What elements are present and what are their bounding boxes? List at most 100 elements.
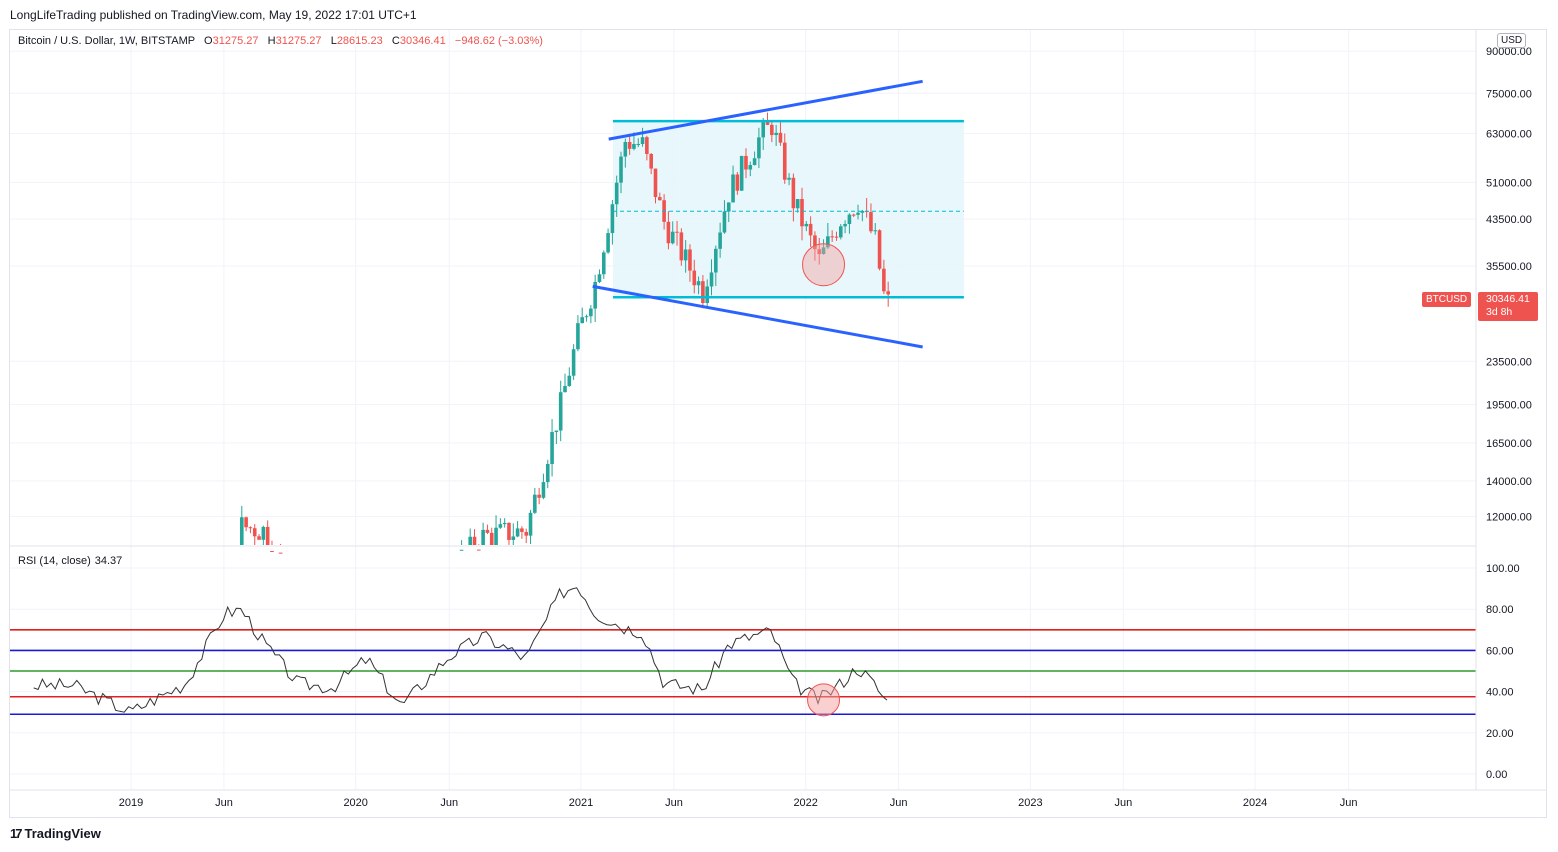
candle-body [657,197,662,201]
candle-body [804,223,809,227]
symbol-legend: Bitcoin / U.S. Dollar, 1W, BITSTAMP O312… [18,35,543,47]
candle-body [731,174,735,203]
candle-body [240,517,244,545]
candle-body [502,522,507,525]
chart-frame [9,29,1547,818]
candle-body [640,137,645,144]
candle-body [606,233,610,253]
candle-body [494,527,498,545]
candle-body [248,527,253,529]
time-tick-label: 2020 [343,797,367,809]
candle-body [683,249,688,261]
drawings-front [592,79,964,349]
candle-body [632,144,636,149]
upper-trendline [608,79,923,141]
candle-body [511,536,516,541]
tradingview-logo-icon: 17 [10,826,23,841]
price-tick-label: 23500.00 [1486,356,1532,368]
currency-button[interactable]: USD [1497,33,1527,48]
candle-body [265,526,270,545]
low-label: L [330,35,337,47]
low-value: 28615.23 [336,35,383,47]
price-tick-label: 90000.00 [1486,46,1532,58]
candle-body [545,464,550,483]
candle-body [877,230,882,269]
candle-body [459,549,464,551]
candle-body [614,182,619,205]
time-tick-label: 2024 [1243,797,1267,809]
ticker-tag: BTCUSD [1422,292,1472,307]
rsi-tick-label: 100.00 [1486,563,1520,575]
candle-body [688,249,692,271]
candle-body [826,236,830,248]
rsi-tick-label: 20.00 [1486,728,1514,740]
candle-body [770,124,774,136]
candle-body [722,211,727,233]
candle-body [524,531,529,536]
candle-body [636,143,641,145]
candle-body [558,392,563,431]
candle-body [520,528,524,532]
candle-body [580,317,585,324]
candle-body [873,230,878,232]
axes: 90000.00 75000.00 63000.00 51000.00 43500.00… [10,30,1547,809]
candle-body [498,524,503,528]
time-tick-label: 2021 [569,797,593,809]
candle-body [278,552,283,554]
price-highlight-circle [802,243,846,287]
last-price: 30346.41 [1486,293,1530,305]
candle-body [744,155,748,170]
candle-body [714,248,718,273]
price-tick-label: 63000.00 [1486,129,1532,141]
price-tick-label: 16500.00 [1486,438,1532,450]
price-tick-label: 14000.00 [1486,476,1532,488]
candle-body [507,522,511,541]
range-box [613,121,964,298]
change-value: −948.62 (−3.03%) [454,35,543,47]
candle-body [882,268,886,292]
candle-body [627,141,632,149]
time-tick-label: Jun [1340,797,1358,809]
candle-body [761,122,766,138]
candle-body [589,308,593,317]
bar-countdown: 3d 8h [1486,306,1513,318]
candle-body [244,517,248,528]
price-tick-label: 75000.00 [1486,88,1532,100]
rsi-tick-label: 40.00 [1486,687,1514,699]
candle-body [601,252,606,275]
candle-body [252,528,257,537]
candle-body [515,528,520,537]
time-tick-label: Jun [665,797,683,809]
high-label: H [267,35,276,47]
candle-body [752,158,757,166]
candle-body [718,232,722,249]
candle-body [843,224,847,227]
candle-body [593,281,597,309]
rsi-tick-label: 80.00 [1486,604,1514,616]
candle-body [739,155,744,191]
price-tick-label: 19500.00 [1486,399,1532,411]
candle-body [477,549,481,551]
open-label: O [204,35,213,47]
candle-body [886,291,890,295]
candle-body [757,137,761,159]
rsi-line [33,587,888,713]
candle-body [813,235,817,250]
candle-body [623,141,628,157]
tradingview-footer[interactable]: 17 TradingView [10,826,101,841]
rsi-title: RSI (14, close) [18,555,91,567]
candle-body [735,174,740,191]
candle-body [571,349,576,376]
candle-body [666,221,671,244]
close-value: 30346.41 [399,35,446,47]
symbol-name: Bitcoin / U.S. Dollar, 1W, BITSTAMP [18,35,195,47]
candle-body [670,231,675,244]
candle-body [257,536,261,540]
candle-body [489,532,494,545]
time-tick-label: Jun [890,797,908,809]
candle-body [481,529,485,545]
close-label: C [391,35,400,47]
candle-body [619,156,623,183]
price-tick-label: 35500.00 [1486,261,1532,273]
